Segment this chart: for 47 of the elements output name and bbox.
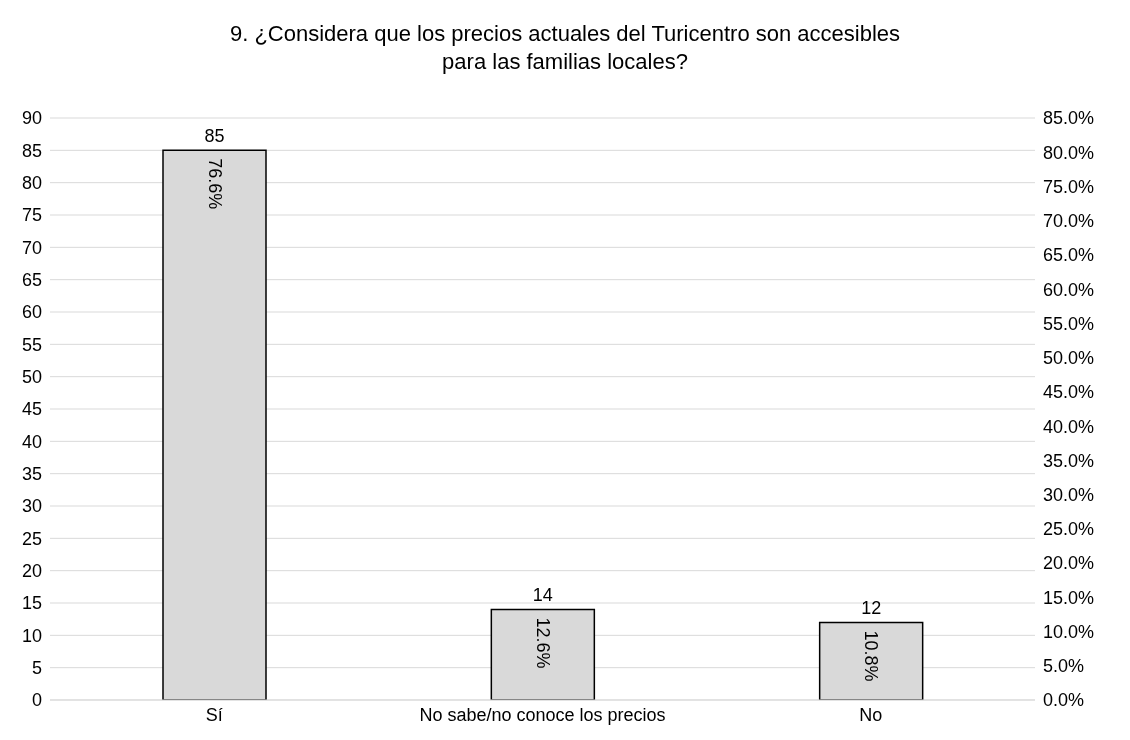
y2-tick-label: 75.0% [1043,176,1095,197]
chart-title: 9. ¿Considera que los precios actuales del Turicentro son accesibles para las familias locales? [228,20,902,76]
y2-tick-label: 70.0% [1043,211,1095,232]
y-tick-label: 25 [21,528,42,549]
y2-tick-label: 55.0% [1043,313,1095,334]
y2-tick-label: 25.0% [1043,519,1095,540]
y-tick-label: 55 [21,334,42,355]
x-tick-label: No sabe/no conoce los precios [419,704,666,725]
y-tick-label: 0 [31,690,42,711]
y-tick-label: 35 [21,464,42,485]
y2-tick-label: 20.0% [1043,553,1095,574]
y2-tick-label: 5.0% [1043,656,1085,677]
annotation: 12.6% [532,617,553,669]
y2-tick-label: 10.0% [1043,621,1095,642]
x-tick-label: No [859,704,883,725]
y-tick-label: 65 [21,270,42,291]
y-tick-label: 85 [21,140,42,161]
data-label: 12 [861,598,882,619]
y-tick-label: 50 [21,367,42,388]
y-tick-label: 60 [21,302,42,323]
y-tick-label: 20 [21,561,42,582]
y2-tick-label: 35.0% [1043,450,1095,471]
y2-tick-label: 40.0% [1043,416,1095,437]
data-label: 85 [204,126,225,147]
y2-tick-label: 0.0% [1043,690,1085,711]
y-tick-label: 80 [21,173,42,194]
y-tick-label: 70 [21,237,42,258]
y-tick-label: 90 [21,108,42,129]
y-tick-label: 30 [21,496,42,517]
y2-tick-label: 15.0% [1043,587,1095,608]
y2-tick-label: 45.0% [1043,382,1095,403]
y2-tick-label: 30.0% [1043,484,1095,505]
x-tick-label: Sí [205,704,223,725]
y2-tick-label: 80.0% [1043,142,1095,163]
annotation: 10.8% [861,630,882,682]
y-tick-label: 45 [21,399,42,420]
y-tick-label: 15 [21,593,42,614]
y-tick-label: 10 [21,625,42,646]
y2-tick-label: 85.0% [1043,108,1095,129]
annotation: 76.6% [204,158,225,210]
y2-tick-label: 65.0% [1043,245,1095,266]
y-tick-label: 5 [31,658,42,679]
y-tick-label: 40 [21,431,42,452]
data-label: 14 [532,585,553,606]
y-tick-label: 75 [21,205,42,226]
y2-tick-label: 50.0% [1043,348,1095,369]
y2-tick-label: 60.0% [1043,279,1095,300]
